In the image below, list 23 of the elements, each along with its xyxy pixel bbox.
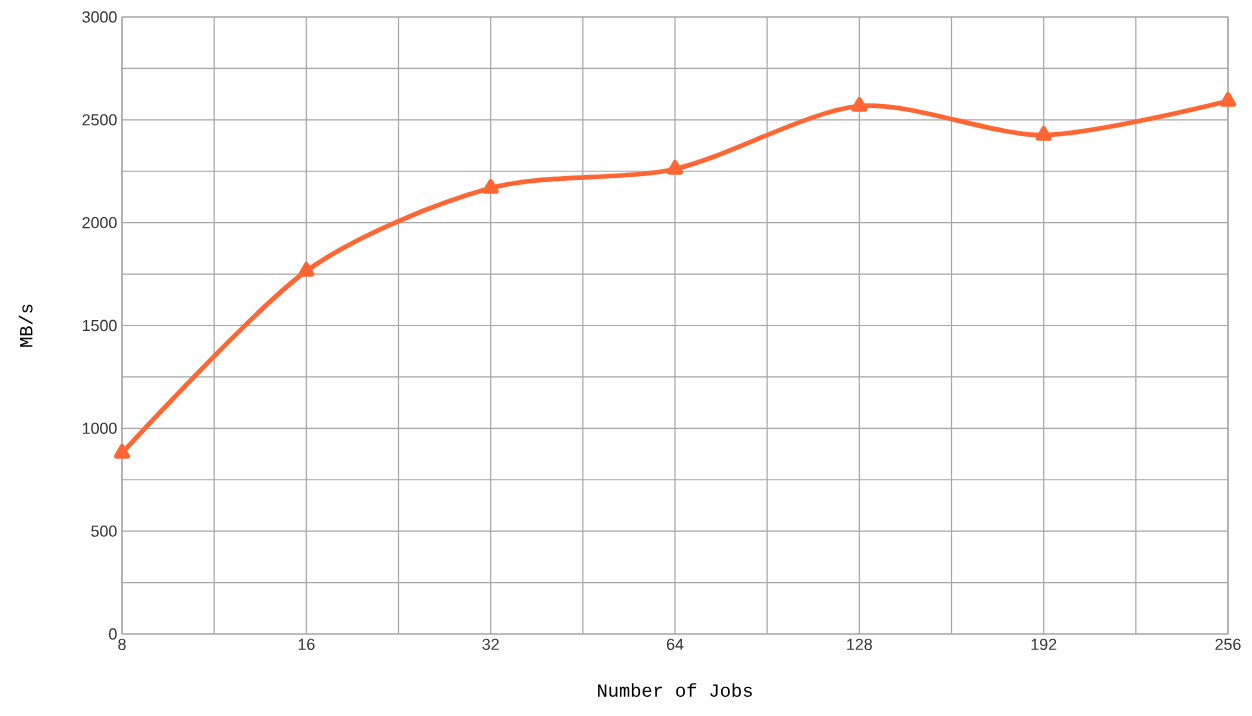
y-tick-label: 2000 — [82, 216, 117, 229]
x-tick-label: 256 — [1215, 638, 1241, 651]
x-tick-label: 64 — [666, 638, 684, 651]
x-tick-label: 32 — [482, 638, 499, 651]
point — [1035, 126, 1052, 141]
x-tick-label: 192 — [1031, 638, 1057, 651]
point — [113, 443, 131, 459]
point — [666, 159, 684, 175]
point — [1219, 92, 1237, 107]
y-tick-label: 1000 — [82, 422, 117, 434]
point — [482, 179, 499, 194]
x-tick-label: 8 — [118, 638, 126, 651]
y-tick-label: 2500 — [82, 114, 117, 126]
x-tick-label: 128 — [847, 638, 872, 651]
x-axis-title: Number of Jobs — [598, 683, 752, 697]
y-tick-label: 500 — [91, 525, 117, 537]
point — [851, 97, 868, 112]
x-tick-label: 16 — [298, 638, 315, 651]
point — [298, 261, 315, 277]
y-tick-label: 1500 — [82, 319, 117, 332]
y-tick-label: 3000 — [82, 11, 117, 23]
y-axis-title: MB/s — [18, 304, 33, 347]
y-tick-label: 0 — [109, 628, 117, 640]
